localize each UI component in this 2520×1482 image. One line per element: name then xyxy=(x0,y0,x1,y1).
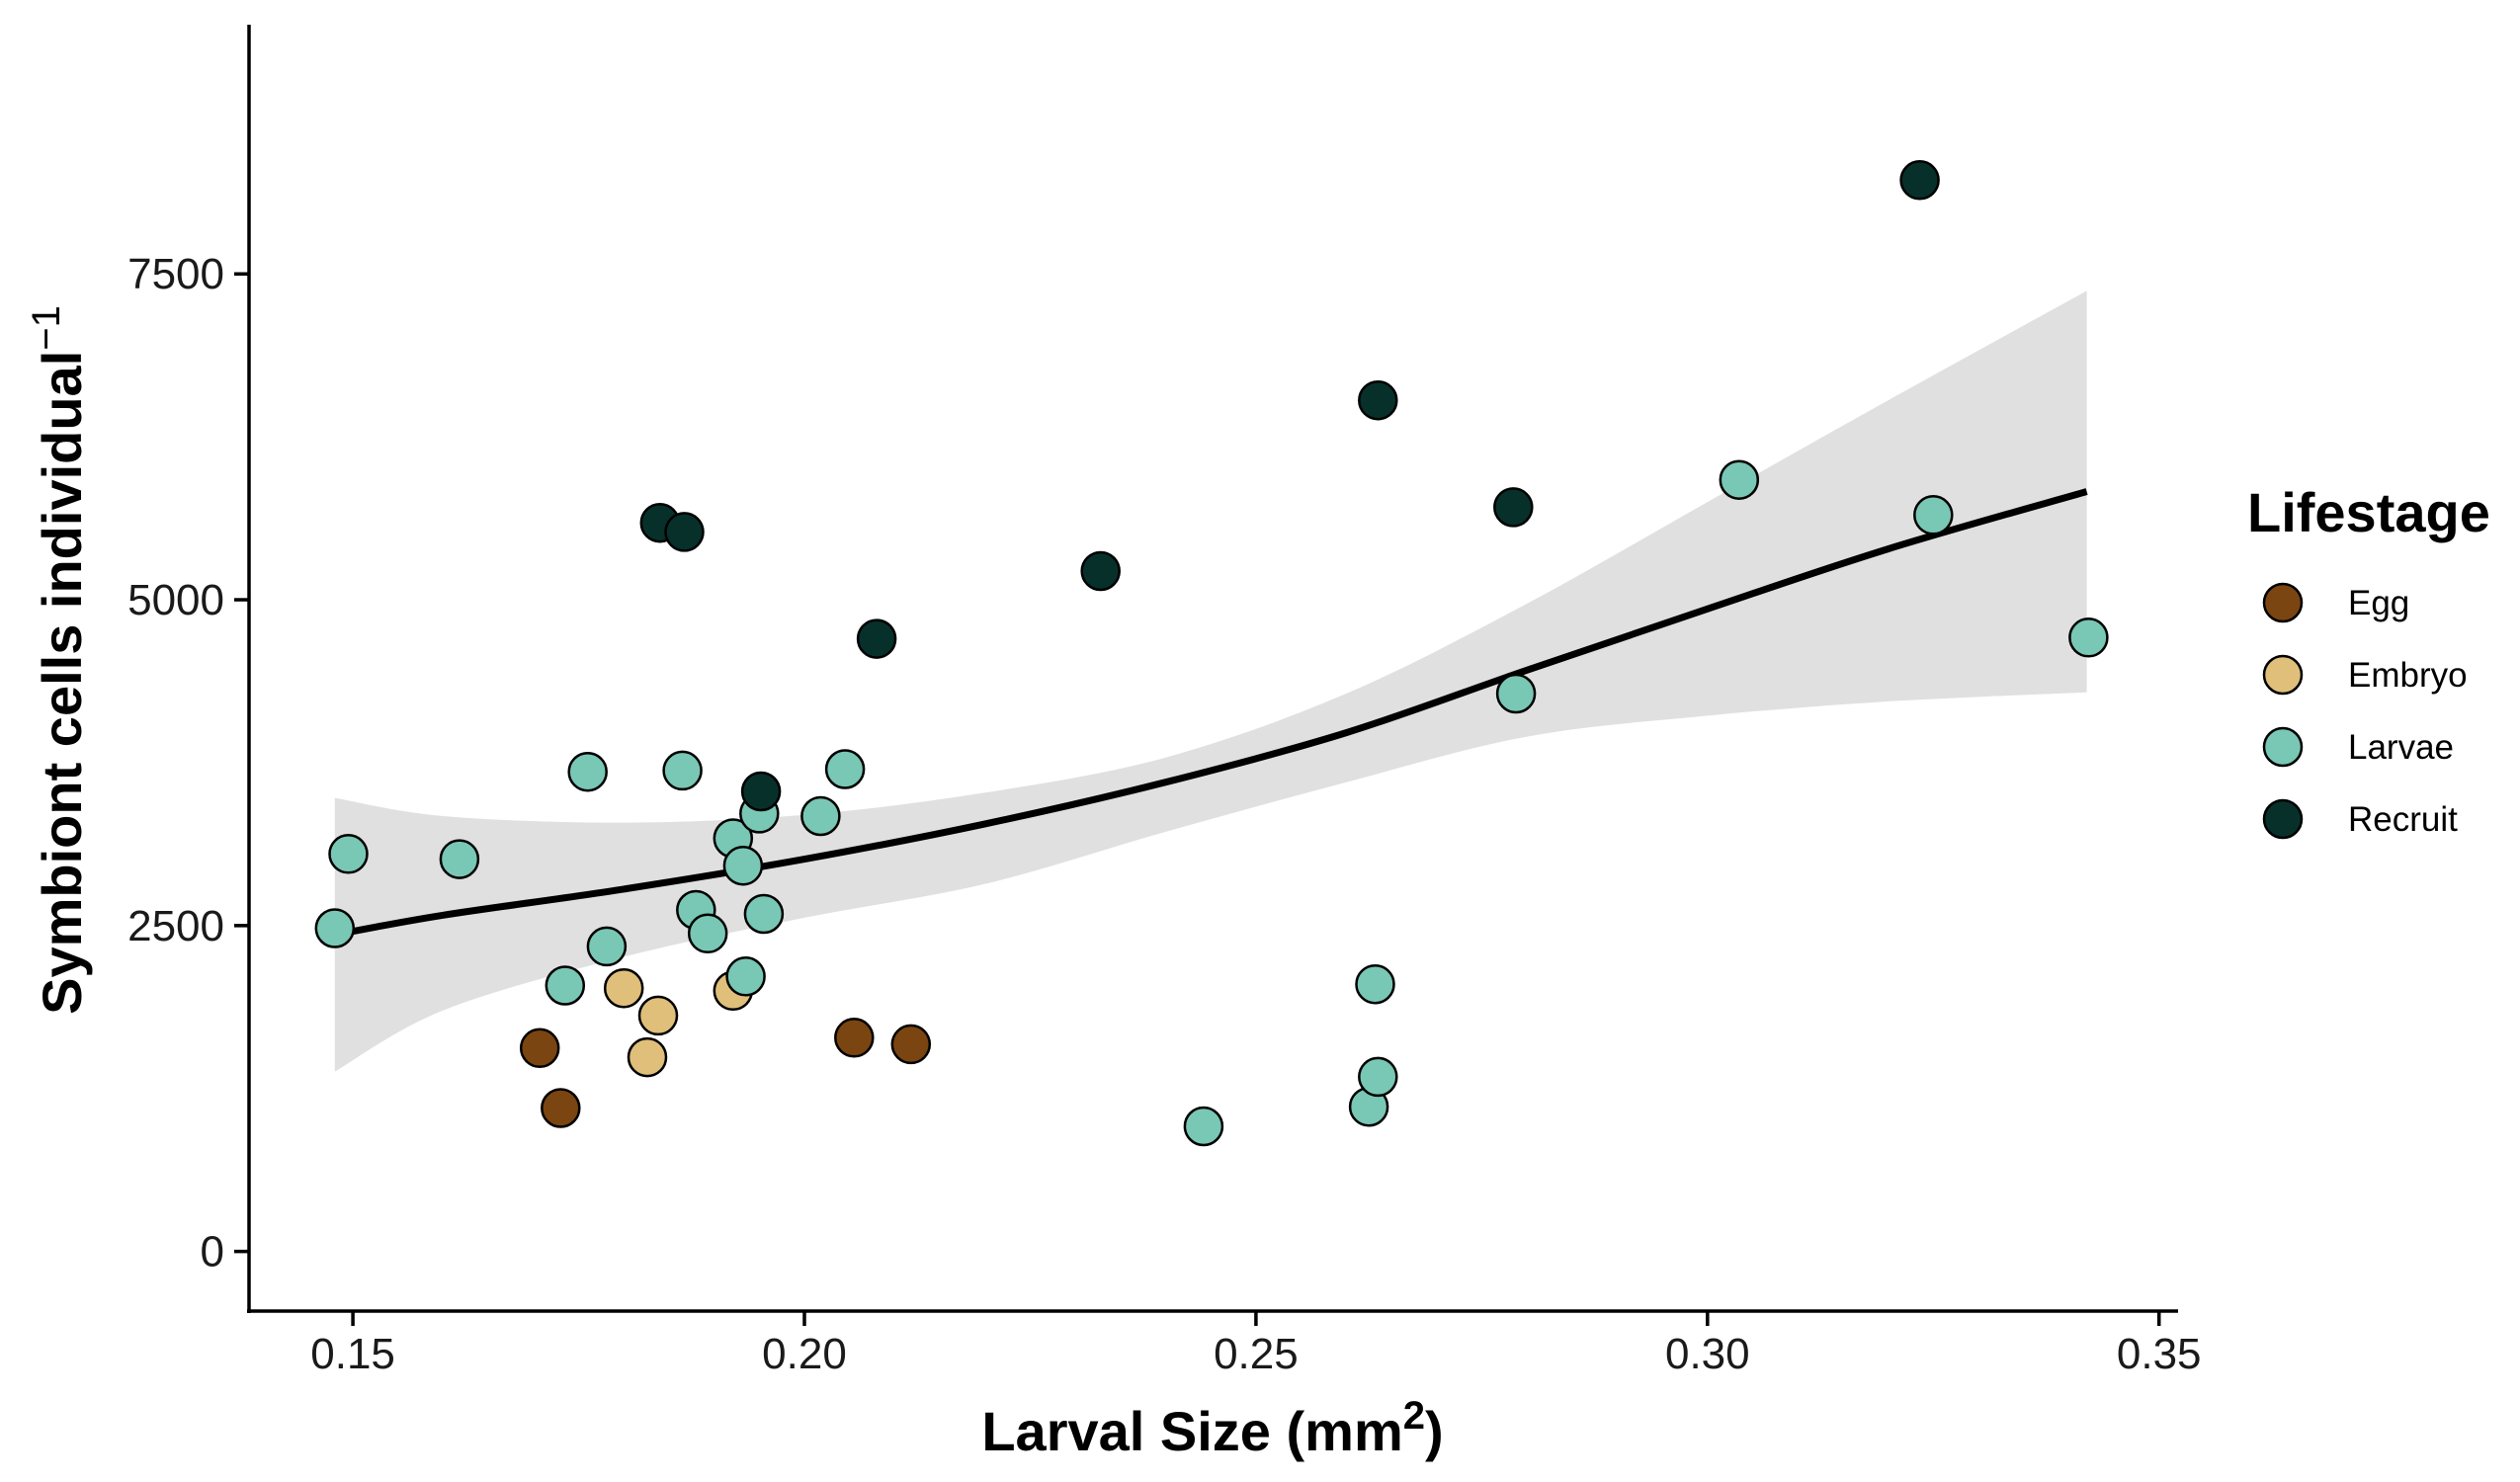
y-tick-label: 2500 xyxy=(127,902,224,950)
point-embryo xyxy=(627,1036,668,1078)
point-larvae xyxy=(725,956,766,997)
legend-key-larvae xyxy=(2262,726,2304,768)
y-axis: 0 2500 5000 7500 xyxy=(127,25,251,1313)
confidence-band-layer xyxy=(334,290,2087,1072)
x-tick-label: 0.15 xyxy=(310,1330,395,1378)
point-larvae xyxy=(722,845,764,886)
point-larvae xyxy=(662,750,703,791)
point-larvae xyxy=(1355,963,1395,1005)
point-recruit xyxy=(856,618,897,659)
x-axis-title: Larval Size (mm2) xyxy=(981,1394,1443,1462)
point-larvae xyxy=(567,751,608,792)
legend-label-recruit: Recruit xyxy=(2348,800,2458,839)
x-tick-label: 0.25 xyxy=(1214,1330,1299,1378)
confidence-band xyxy=(334,290,2087,1072)
points-layer xyxy=(314,160,2109,1147)
point-larvae xyxy=(800,795,841,837)
x-tick-label: 0.20 xyxy=(762,1330,847,1378)
point-egg xyxy=(890,1024,932,1065)
trend-line-layer xyxy=(334,488,2088,939)
point-egg xyxy=(519,1028,560,1069)
point-larvae xyxy=(328,834,369,874)
point-recruit xyxy=(1358,379,1398,421)
point-egg xyxy=(834,1018,875,1058)
point-larvae xyxy=(545,965,586,1006)
point-recruit xyxy=(740,771,782,812)
legend-label-embryo: Embryo xyxy=(2348,656,2468,695)
x-tick-label: 0.30 xyxy=(1665,1330,1750,1378)
point-embryo xyxy=(637,995,679,1036)
legend-items: Egg Embryo Larvae Recruit xyxy=(2262,582,2468,840)
point-recruit xyxy=(1899,160,1940,201)
legend-key-recruit xyxy=(2262,798,2304,840)
x-axis: 0.15 0.20 0.25 0.30 0.35 xyxy=(247,1309,2202,1378)
point-larvae xyxy=(439,839,480,879)
point-larvae xyxy=(687,913,728,954)
y-axis-title: Symbiont cells individual−1 xyxy=(25,305,93,1015)
point-larvae xyxy=(1183,1106,1224,1147)
point-larvae xyxy=(1719,459,1760,500)
point-larvae xyxy=(1358,1056,1398,1098)
point-larvae xyxy=(586,926,628,967)
trend-line xyxy=(334,488,2088,939)
point-larvae xyxy=(314,908,356,948)
point-recruit xyxy=(664,512,705,552)
x-ticks: 0.15 0.20 0.25 0.30 0.35 xyxy=(310,1311,2202,1378)
y-tick-label: 0 xyxy=(201,1228,224,1276)
y-tick-label: 7500 xyxy=(127,250,224,298)
point-egg xyxy=(541,1088,581,1128)
point-larvae xyxy=(1913,495,1954,535)
legend-label-larvae: Larvae xyxy=(2348,728,2454,767)
y-ticks: 0 2500 5000 7500 xyxy=(127,250,249,1276)
point-recruit xyxy=(1493,487,1534,528)
legend-key-egg xyxy=(2262,582,2304,623)
legend-key-embryo xyxy=(2262,654,2304,696)
point-larvae xyxy=(2068,618,2109,658)
point-larvae xyxy=(743,893,785,935)
point-recruit xyxy=(1080,550,1121,592)
point-embryo xyxy=(603,967,644,1009)
point-larvae xyxy=(1495,673,1537,714)
x-tick-label: 0.35 xyxy=(2117,1330,2202,1378)
legend-title: Lifestage xyxy=(2247,481,2490,543)
y-tick-label: 5000 xyxy=(127,576,224,624)
point-larvae xyxy=(824,749,866,789)
legend-label-egg: Egg xyxy=(2348,584,2409,622)
legend: Lifestage Egg Embryo Larvae Recruit xyxy=(2247,481,2490,840)
